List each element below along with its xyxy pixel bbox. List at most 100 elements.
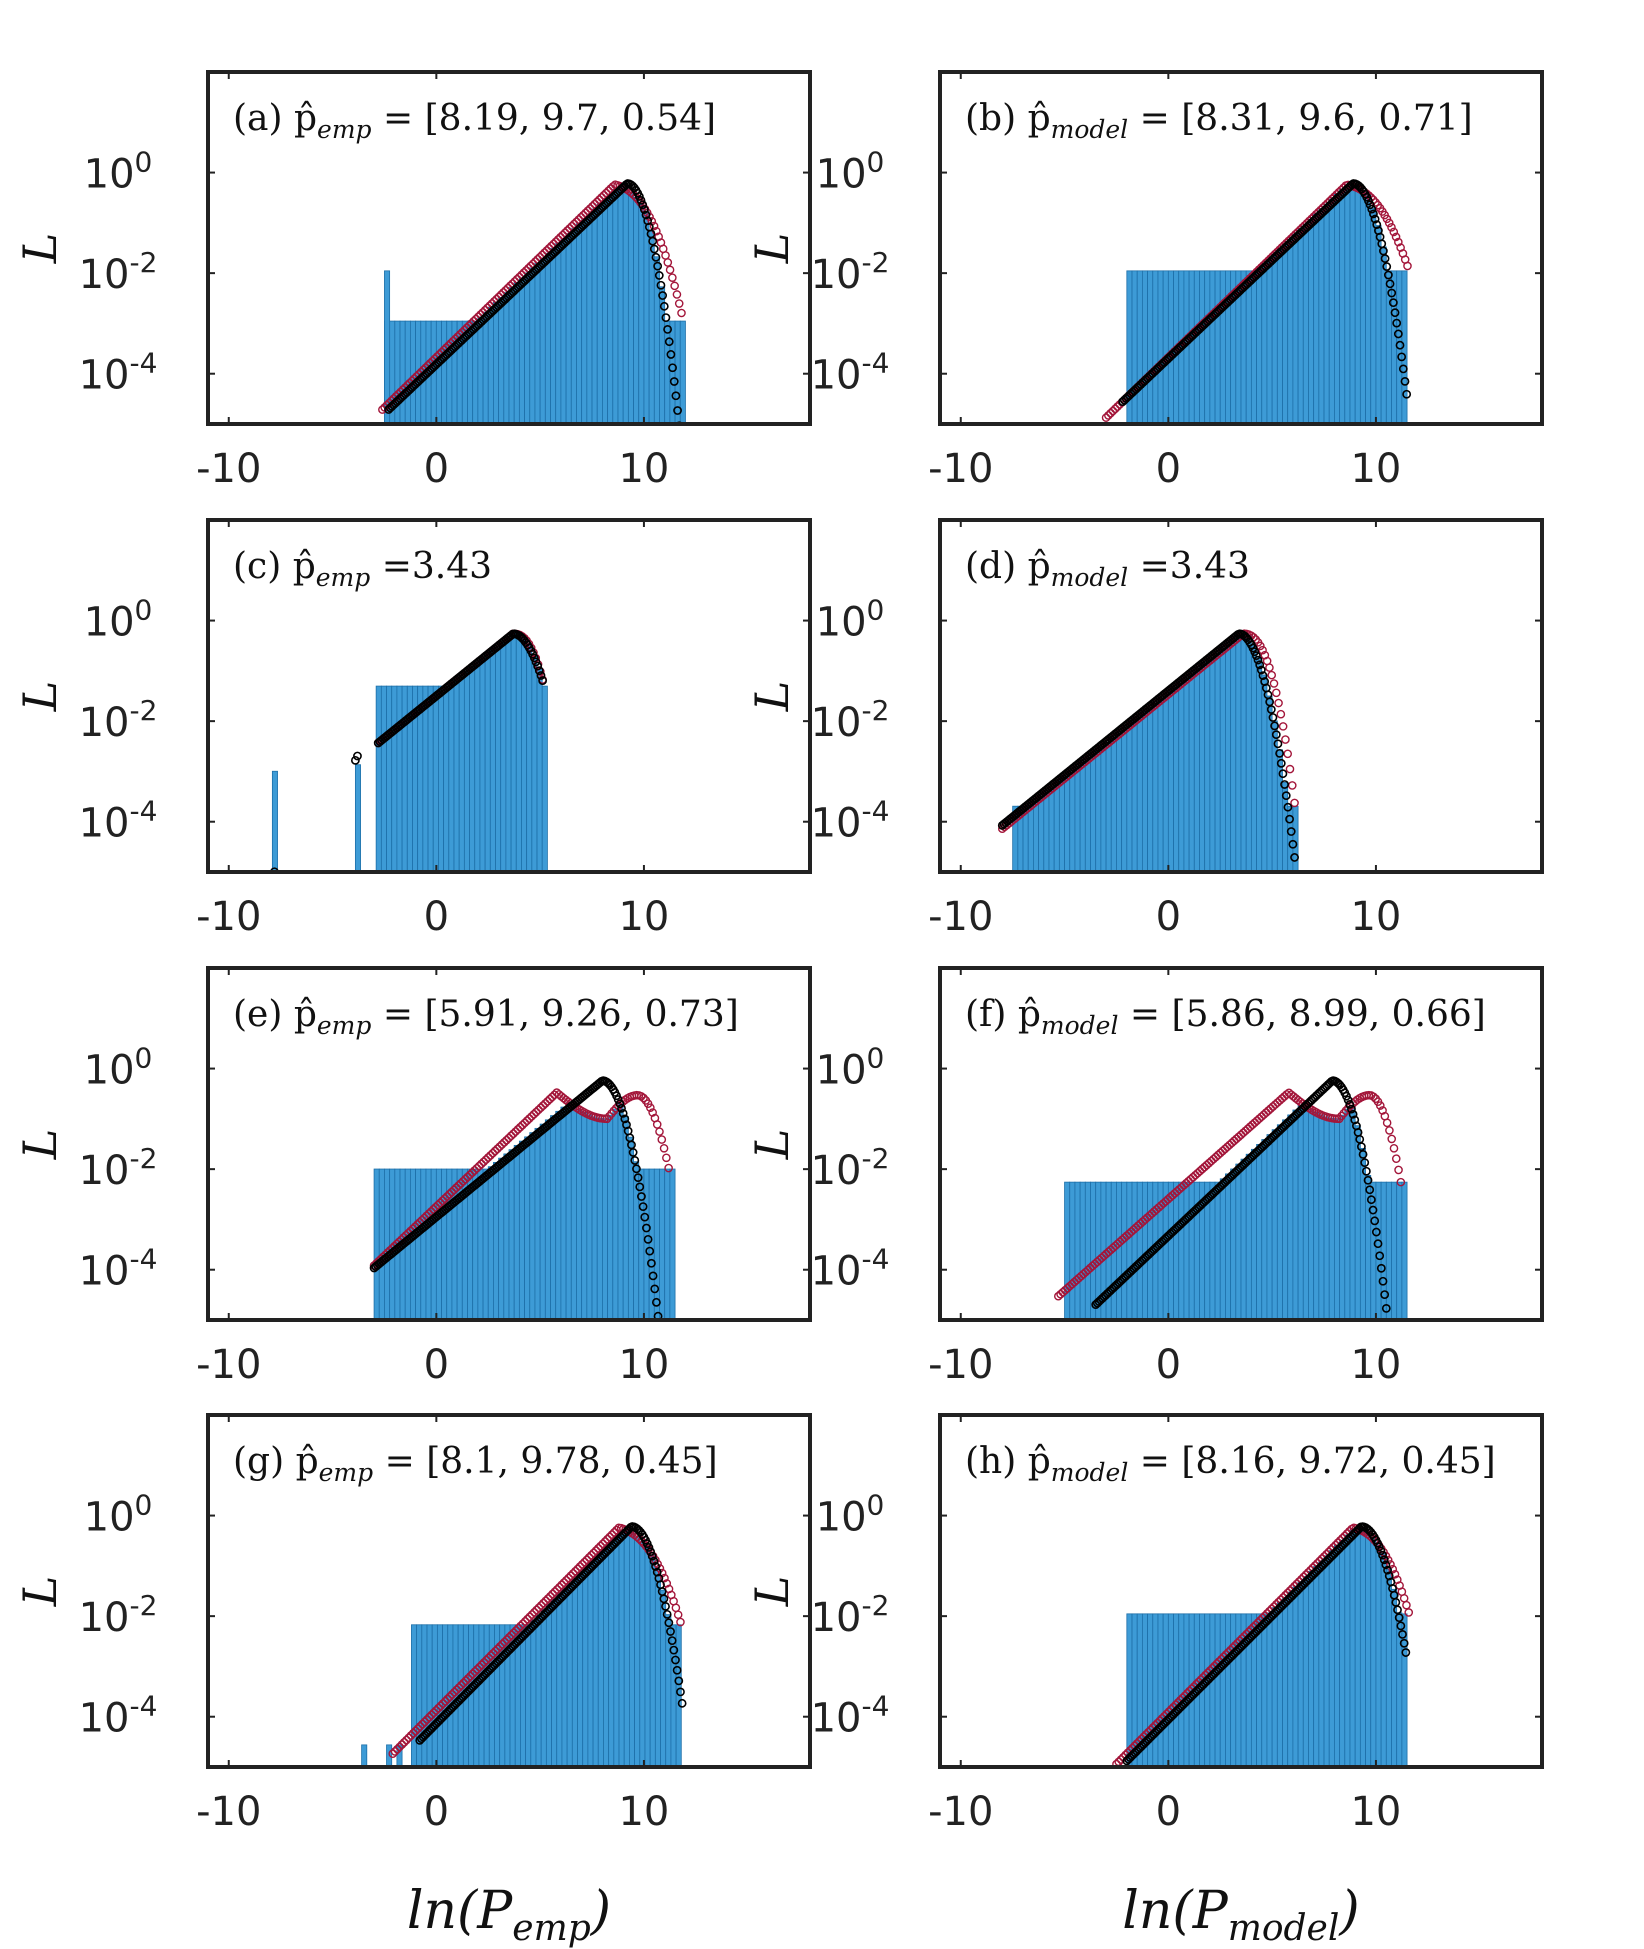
histogram-bar xyxy=(638,1168,645,1320)
histogram-bar xyxy=(435,320,442,424)
panel-annotation: (e) p̂emp = [5.91, 9.26, 0.73] xyxy=(233,994,739,1040)
histogram-bar xyxy=(1297,1581,1304,1767)
model-point xyxy=(664,1618,674,1628)
empirical-point xyxy=(481,1155,491,1164)
histogram-bar xyxy=(518,277,525,424)
histogram-bar xyxy=(617,1103,624,1320)
empirical-point xyxy=(598,1539,608,1549)
histogram-bar xyxy=(1323,1555,1330,1767)
model-point xyxy=(659,301,669,311)
histogram-bar xyxy=(1219,649,1226,872)
empirical-point xyxy=(581,208,590,218)
histogram-bar xyxy=(1313,1111,1320,1320)
empirical-point xyxy=(497,1140,507,1149)
x-tick-label: -10 xyxy=(928,1342,993,1388)
empirical-point xyxy=(511,1127,520,1136)
histogram-bar xyxy=(513,282,520,424)
empirical-point xyxy=(1399,1593,1409,1603)
model-point xyxy=(1281,791,1291,801)
histogram-bar xyxy=(591,208,598,424)
histogram-bar xyxy=(487,306,494,424)
histogram-bar xyxy=(1230,1613,1237,1767)
histogram-bar xyxy=(1209,1613,1216,1767)
histogram-bar xyxy=(1245,634,1252,872)
y-tick-label: 10-4 xyxy=(811,1690,890,1742)
histogram-bar xyxy=(1230,641,1237,872)
empirical-point xyxy=(415,1722,425,1731)
model-point xyxy=(1370,214,1380,224)
x-tick-label: -10 xyxy=(928,1789,993,1835)
empirical-point xyxy=(538,1101,548,1110)
histogram-bar xyxy=(565,233,572,424)
model-point xyxy=(637,1192,646,1201)
empirical-point xyxy=(534,1105,543,1115)
histogram-bar xyxy=(602,1118,609,1320)
x-tick-label: -10 xyxy=(196,446,261,492)
x-tick-label: 10 xyxy=(618,1342,669,1388)
model-point xyxy=(649,244,659,254)
x-tick-label: -10 xyxy=(196,1342,261,1388)
histogram-bar xyxy=(622,188,629,424)
y-axis-label: L xyxy=(745,1129,799,1161)
empirical-point xyxy=(576,213,586,222)
histogram-bar xyxy=(1375,225,1382,424)
empirical-point xyxy=(601,188,611,198)
histogram-bar xyxy=(474,662,481,872)
empirical-point xyxy=(639,1093,648,1103)
histogram-bar xyxy=(1292,233,1299,424)
model-point xyxy=(668,363,677,373)
histogram-bar xyxy=(421,1624,428,1767)
model-series xyxy=(270,629,548,872)
histogram-bar xyxy=(539,257,546,424)
histogram-bar xyxy=(1074,767,1081,872)
model-point xyxy=(636,195,646,205)
empirical-point xyxy=(422,1715,432,1724)
histogram-bar xyxy=(649,1555,656,1767)
histogram-bar xyxy=(1162,695,1169,872)
empirical-point xyxy=(522,1116,532,1126)
empirical-point xyxy=(504,1133,514,1143)
empirical-point xyxy=(514,1623,523,1633)
histogram-bar xyxy=(1308,1108,1315,1320)
y-tick-label: 100 xyxy=(84,1042,153,1094)
empirical-point xyxy=(438,1699,448,1708)
model-point xyxy=(1367,204,1377,214)
histogram-bar xyxy=(556,1593,563,1767)
histogram-bar xyxy=(1344,1534,1351,1767)
histogram-bar xyxy=(1261,1613,1268,1767)
histogram-bar xyxy=(1027,805,1034,872)
empirical-point xyxy=(668,273,677,282)
histogram-bar xyxy=(1261,264,1268,424)
empirical-point xyxy=(404,1733,414,1743)
empirical-point xyxy=(390,1747,400,1756)
model-point xyxy=(635,1182,645,1192)
empirical-point xyxy=(569,219,579,229)
histogram-bar xyxy=(1147,270,1154,424)
histogram-bar xyxy=(1043,792,1050,872)
histogram-bar xyxy=(1069,1181,1076,1320)
histogram-bar xyxy=(1349,185,1356,424)
panel-b: -10 0 10 100 10-2 10-4 L (b) p̂model = [8.31, 9… xyxy=(745,70,1544,492)
histogram-bar xyxy=(1256,1144,1263,1320)
histogram-bar xyxy=(1178,1613,1185,1767)
empirical-point xyxy=(506,1131,516,1141)
empirical-point xyxy=(543,1594,553,1603)
histogram-bar xyxy=(482,311,489,424)
histogram-bar xyxy=(1349,1106,1356,1320)
empirical-point xyxy=(584,1553,594,1562)
empirical-point xyxy=(1276,709,1286,719)
x-tick-label: 0 xyxy=(424,446,449,492)
empirical-point xyxy=(491,1646,500,1656)
histogram-bar xyxy=(566,1583,573,1767)
empirical-point xyxy=(1383,1555,1393,1565)
empirical-point xyxy=(393,1744,402,1754)
empirical-point xyxy=(1403,261,1412,271)
x-tick-label: 10 xyxy=(1350,1789,1401,1835)
empirical-point xyxy=(516,1621,525,1631)
histogram-bar xyxy=(1266,695,1273,872)
y-tick-label: 10-4 xyxy=(79,1243,158,1295)
histogram-bar xyxy=(659,1168,666,1320)
histogram-bar xyxy=(1069,771,1076,872)
histogram-bar xyxy=(446,320,453,424)
model-point xyxy=(613,1095,623,1104)
